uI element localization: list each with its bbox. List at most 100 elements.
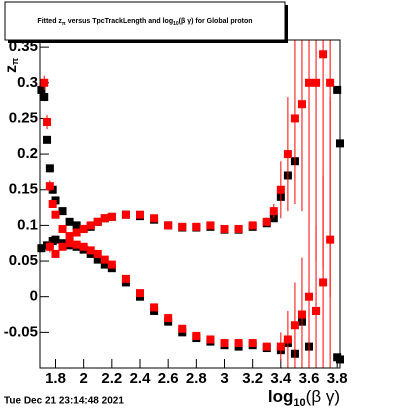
marker bbox=[93, 249, 102, 258]
marker bbox=[319, 278, 328, 287]
marker bbox=[248, 339, 257, 348]
marker bbox=[93, 255, 102, 264]
marker bbox=[319, 50, 328, 59]
marker bbox=[58, 207, 67, 216]
marker bbox=[65, 217, 74, 226]
marker bbox=[100, 214, 109, 223]
marker bbox=[192, 331, 201, 340]
marker bbox=[192, 222, 201, 231]
marker bbox=[312, 78, 321, 87]
marker bbox=[234, 224, 243, 233]
marker bbox=[136, 210, 144, 219]
marker bbox=[72, 240, 81, 249]
marker bbox=[248, 221, 257, 230]
marker bbox=[72, 221, 81, 230]
marker bbox=[107, 212, 116, 221]
marker bbox=[43, 135, 52, 144]
marker bbox=[93, 217, 102, 226]
marker bbox=[283, 335, 292, 344]
marker bbox=[43, 118, 52, 126]
title-part: Fitted z bbox=[37, 18, 62, 25]
marker bbox=[283, 150, 292, 159]
marker bbox=[121, 274, 130, 283]
marker bbox=[150, 214, 159, 223]
marker bbox=[45, 182, 54, 191]
marker bbox=[86, 246, 95, 255]
x-tick-label: 3 bbox=[220, 370, 228, 387]
title-part: versus TpcTrackLength and log bbox=[66, 18, 173, 25]
marker bbox=[58, 224, 67, 233]
marker bbox=[305, 292, 314, 301]
y-tick-label: 0 bbox=[30, 288, 38, 305]
y-tick-label: 0.15 bbox=[9, 181, 38, 198]
marker bbox=[262, 342, 271, 351]
marker bbox=[164, 314, 173, 323]
y-title-part: z bbox=[3, 65, 20, 73]
x-tick-label: 2.8 bbox=[186, 370, 207, 387]
marker bbox=[72, 228, 81, 237]
x-title-part: log bbox=[268, 387, 294, 406]
marker bbox=[164, 221, 173, 230]
marker bbox=[79, 224, 88, 233]
marker bbox=[312, 306, 321, 315]
marker bbox=[37, 85, 46, 94]
plot-frame bbox=[39, 39, 341, 369]
marker bbox=[333, 85, 342, 94]
y-title-sub: π bbox=[10, 58, 20, 65]
marker bbox=[107, 260, 116, 269]
marker bbox=[262, 217, 271, 226]
marker bbox=[37, 244, 46, 253]
y-tick-label: 0.35 bbox=[9, 38, 38, 55]
marker bbox=[269, 207, 278, 216]
marker bbox=[51, 249, 60, 258]
marker bbox=[305, 78, 314, 87]
x-tick-label: 2.2 bbox=[101, 370, 122, 387]
marker bbox=[100, 260, 109, 269]
marker bbox=[40, 78, 49, 87]
marker bbox=[40, 93, 49, 102]
marker bbox=[51, 235, 60, 244]
title-box bbox=[4, 1, 286, 41]
marker bbox=[178, 324, 187, 333]
footer: Tue Dec 21 23:14:48 2021 bbox=[4, 396, 124, 407]
x-tick-label: 3.2 bbox=[242, 370, 263, 387]
marker bbox=[45, 242, 54, 251]
marker bbox=[65, 232, 74, 241]
marker bbox=[58, 242, 67, 251]
marker bbox=[290, 321, 299, 330]
y-tick-label: 0.3 bbox=[17, 74, 38, 91]
x-title-sub: 10 bbox=[293, 397, 305, 409]
marker bbox=[326, 78, 335, 87]
y-tick-label: 0.05 bbox=[9, 252, 38, 269]
marker bbox=[79, 242, 88, 251]
marker bbox=[178, 222, 187, 231]
chart-title: Fitted zπ versus TpcTrackLength and log1… bbox=[37, 18, 252, 27]
y-tick-label: 0.2 bbox=[17, 145, 38, 162]
x-axis-title: log10(β γ) bbox=[268, 387, 340, 408]
marker bbox=[297, 100, 306, 109]
marker bbox=[220, 339, 229, 348]
marker bbox=[51, 210, 60, 219]
x-tick-label: 2 bbox=[79, 370, 87, 387]
marker bbox=[290, 114, 299, 123]
x-tick-label: 2.4 bbox=[130, 370, 152, 387]
marker bbox=[234, 339, 243, 348]
marker bbox=[206, 221, 215, 230]
marker bbox=[86, 221, 95, 230]
y-axis-title: zπ bbox=[3, 58, 20, 73]
title-part: (β γ) for Global proton bbox=[179, 18, 253, 25]
title-sub: π bbox=[62, 21, 66, 27]
marker bbox=[297, 310, 306, 319]
y-tick-label: 0.1 bbox=[17, 216, 38, 233]
marker bbox=[276, 342, 285, 351]
marker bbox=[65, 239, 74, 248]
x-tick-label: 3.4 bbox=[270, 370, 292, 387]
marker bbox=[136, 289, 144, 298]
marker bbox=[121, 210, 130, 219]
x-tick-label: 1.8 bbox=[45, 370, 66, 387]
marker bbox=[220, 224, 229, 233]
marker bbox=[45, 164, 54, 173]
marker bbox=[48, 200, 57, 208]
marker bbox=[276, 185, 285, 194]
